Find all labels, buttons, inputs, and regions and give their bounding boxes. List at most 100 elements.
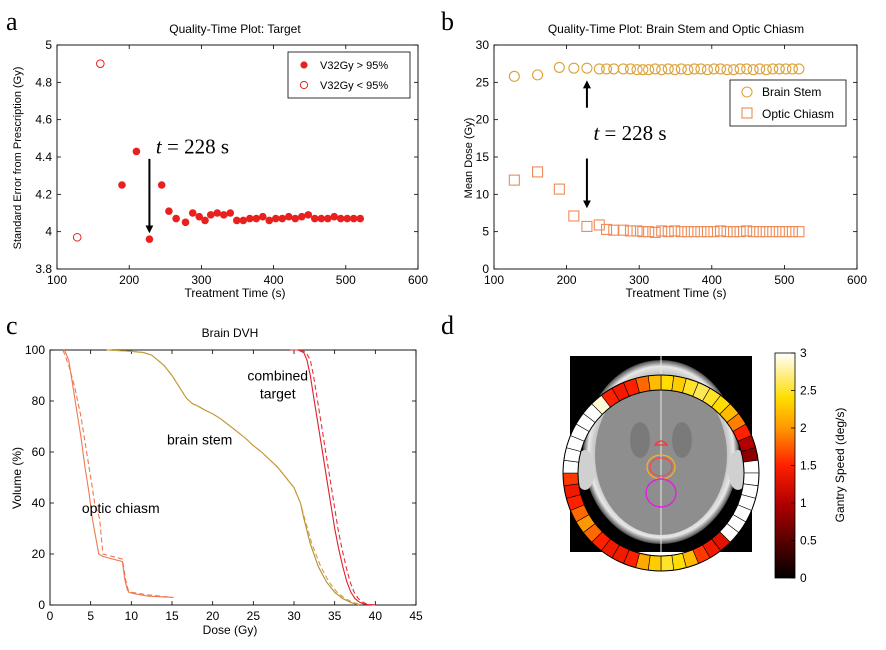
- point-brain-stem: [714, 63, 727, 75]
- point-optic-chiasm: [608, 224, 620, 236]
- point-v32-above: [323, 214, 332, 223]
- point-brain-stem: [747, 64, 759, 76]
- point-v32-above: [232, 216, 241, 225]
- point-optic-chiasm: [532, 166, 544, 178]
- point-v32-above: [181, 218, 190, 227]
- panel-b-ytick-label: 15: [476, 150, 490, 164]
- dvh-curve-brain-stem: [106, 349, 360, 606]
- point-optic-chiasm: [760, 226, 772, 238]
- panel-a-title: Quality-Time Plot: Target: [169, 22, 301, 36]
- dvh-curve-optic-chiasm: [64, 349, 174, 598]
- legend-label-optic-chiasm: Optic Chiasm: [762, 107, 834, 121]
- point-brain-stem: [568, 62, 580, 74]
- dvh-curve-combined-target-alt: [292, 349, 378, 606]
- point-v32-above: [278, 214, 287, 223]
- panel-letter-a: a: [6, 7, 18, 36]
- panel-b-ytick-label: 10: [476, 187, 490, 201]
- legend-label-brain-stem: Brain Stem: [762, 85, 821, 99]
- point-brain-stem: [662, 63, 674, 75]
- panel-a-ytick-label: 4.6: [35, 113, 52, 127]
- panel-c-xtick-label: 15: [165, 609, 179, 623]
- point-optic-chiasm: [581, 220, 593, 232]
- point-optic-chiasm: [600, 223, 613, 235]
- point-optic-chiasm: [734, 226, 746, 238]
- panel-b-title: Quality-Time Plot: Brain Stem and Optic …: [548, 22, 804, 36]
- roi-target-inner: [649, 457, 673, 477]
- ear-left: [575, 450, 595, 490]
- panel-a-ytick-label: 4.2: [35, 187, 52, 201]
- point-v32-above: [195, 212, 204, 221]
- point-optic-chiasm: [508, 174, 520, 186]
- point-optic-chiasm: [780, 226, 792, 238]
- panel-a-xtick-label: 300: [191, 273, 211, 287]
- colorbar-tick-label: 3: [800, 346, 807, 360]
- point-brain-stem: [656, 64, 668, 76]
- point-v32-above: [297, 212, 306, 221]
- panel-c-xtick-label: 5: [87, 609, 94, 623]
- point-optic-chiasm: [624, 225, 637, 237]
- point-brain-stem: [643, 64, 655, 76]
- point-optic-chiasm: [643, 226, 655, 238]
- point-brain-stem: [728, 64, 740, 76]
- panel-b-xtick-label: 200: [557, 273, 577, 287]
- point-v32-above: [132, 147, 141, 156]
- point-optic-chiasm: [631, 225, 643, 237]
- dvh-curve-brain-stem-alt: [106, 349, 362, 606]
- panel-b-legend: Brain Stem Optic Chiasm: [729, 79, 847, 127]
- panel-c-xtick-label: 40: [369, 609, 383, 623]
- point-optic-chiasm: [708, 226, 720, 238]
- colorbar-tick-label: 0: [800, 571, 807, 585]
- point-optic-chiasm: [728, 226, 740, 238]
- panel-d-gantry-speed: 0 0.5 1 1.5 2 2.5 3 Gantry Speed (deg/s): [562, 346, 847, 585]
- panel-c-ytick-label: 40: [32, 496, 46, 510]
- point-optic-chiasm: [701, 226, 713, 238]
- point-v32-above: [291, 214, 300, 223]
- point-v32-above: [239, 216, 248, 225]
- panel-a-ytick-label: 4.4: [35, 150, 52, 164]
- point-v32-below: [96, 59, 105, 68]
- point-optic-chiasm: [786, 226, 798, 238]
- panel-a-xlabel: Treatment Time (s): [185, 286, 286, 300]
- colorbar-tick-label: 1: [800, 496, 807, 510]
- point-brain-stem: [682, 64, 694, 76]
- panel-a-xtick-label: 200: [119, 273, 139, 287]
- point-brain-stem: [675, 63, 687, 75]
- gantry-ring-outer: [562, 374, 760, 572]
- panel-c-xtick-label: 30: [287, 609, 301, 623]
- legend-marker-open: [299, 80, 309, 90]
- panel-letter-d: d: [441, 311, 454, 340]
- point-v32-above: [226, 209, 235, 217]
- point-optic-chiasm: [662, 226, 674, 238]
- point-brain-stem: [695, 63, 707, 75]
- panel-a-ytick-label: 4: [45, 225, 52, 239]
- point-optic-chiasm: [741, 225, 753, 237]
- legend-marker-filled: [300, 61, 308, 69]
- point-v32-above: [172, 214, 180, 223]
- panel-b-ylabel: Mean Dose (Gy): [463, 118, 475, 199]
- point-optic-chiasm: [568, 210, 580, 222]
- gantry-segment: [647, 374, 662, 392]
- legend-label-v32-below: V32Gy < 95%: [320, 80, 388, 92]
- point-brain-stem: [780, 63, 792, 75]
- point-optic-chiasm: [553, 183, 565, 195]
- point-brain-stem: [708, 63, 720, 75]
- point-brain-stem: [637, 64, 649, 76]
- point-brain-stem: [553, 61, 565, 73]
- point-optic-chiasm: [617, 224, 629, 236]
- panel-b-xtick-label: 400: [702, 273, 722, 287]
- point-optic-chiasm: [773, 226, 785, 238]
- dvh-label: combined: [247, 368, 308, 384]
- point-v32-above: [343, 214, 352, 223]
- panel-a-xtick-label: 100: [47, 273, 67, 287]
- panel-b-annotation: t = 228 s: [593, 121, 666, 145]
- colorbar-tick-label: 2: [800, 421, 807, 435]
- panel-b-ytick-label: 25: [476, 75, 490, 89]
- panel-b-xtick-label: 500: [774, 273, 794, 287]
- panel-c-xtick-label: 20: [206, 609, 220, 623]
- panel-b-quality-time-brainstem-chiasm: Quality-Time Plot: Brain Stem and Optic …: [463, 22, 867, 300]
- gantry-segment: [562, 472, 580, 487]
- legend-label-v32-above: V32Gy > 95%: [320, 60, 388, 72]
- panel-c-xtick-label: 45: [409, 609, 423, 623]
- panel-c-ytick-label: 60: [32, 445, 46, 459]
